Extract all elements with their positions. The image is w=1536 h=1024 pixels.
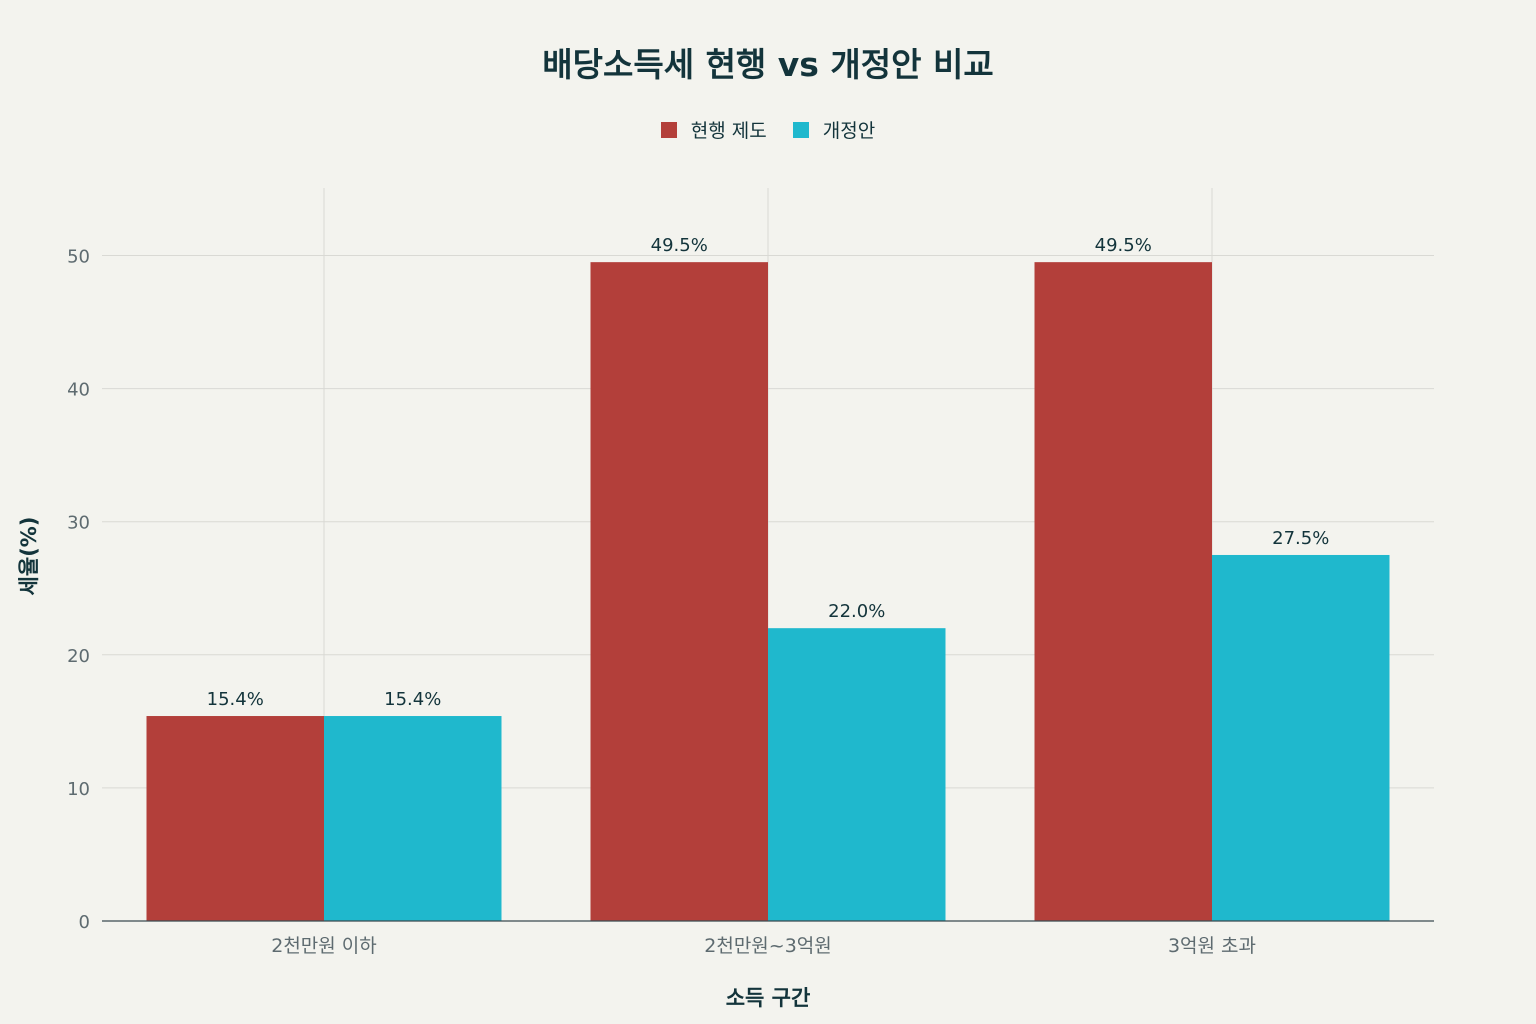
legend-label-proposed: 개정안 xyxy=(822,120,876,142)
bar-current xyxy=(146,716,324,921)
bar-value-label: 49.5% xyxy=(1095,235,1152,256)
bar-current xyxy=(1034,262,1212,921)
y-tick-label: 10 xyxy=(67,779,90,800)
legend-swatch-proposed xyxy=(792,121,809,138)
bar-value-label: 15.4% xyxy=(384,689,441,710)
y-tick-label: 0 xyxy=(79,912,90,933)
legend-label-current: 현행 제도 xyxy=(690,120,767,142)
bar-value-label: 22.0% xyxy=(828,601,885,622)
y-tick-label: 50 xyxy=(67,247,90,268)
x-axis-label: 소득 구간 xyxy=(725,986,811,1010)
bar-proposed xyxy=(1212,554,1390,921)
bar-value-label: 27.5% xyxy=(1272,528,1329,549)
legend-item-proposed[interactable]: 개정안 xyxy=(792,116,876,143)
x-tick-label: 2천만원 이하 xyxy=(271,935,377,957)
y-tick-label: 30 xyxy=(67,513,90,534)
legend-swatch-current xyxy=(660,121,677,138)
bar-proposed xyxy=(324,716,502,921)
y-axis-label: 세율(%) xyxy=(17,516,41,596)
y-tick-label: 20 xyxy=(67,646,90,667)
bar-proposed xyxy=(768,628,946,921)
bar-current xyxy=(590,262,768,921)
bar-value-label: 49.5% xyxy=(651,235,708,256)
chart-title: 배당소득세 현행 vs 개정안 비교 xyxy=(542,45,994,84)
y-tick-label: 40 xyxy=(67,380,90,401)
legend: 현행 제도 개정안 xyxy=(0,116,1536,143)
x-tick-label: 3억원 초과 xyxy=(1168,935,1256,957)
bar-value-label: 15.4% xyxy=(207,689,264,710)
legend-item-current[interactable]: 현행 제도 xyxy=(660,116,767,143)
x-tick-label: 2천만원~3억원 xyxy=(704,935,832,957)
